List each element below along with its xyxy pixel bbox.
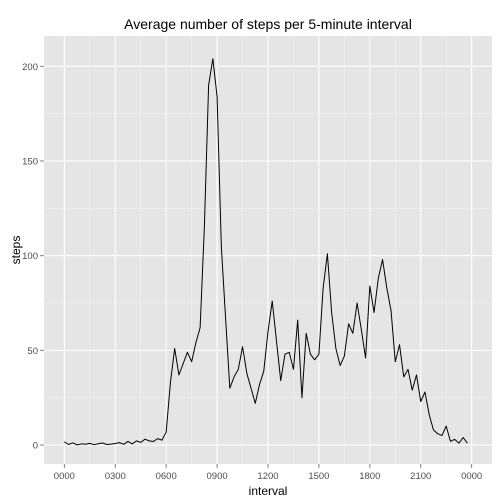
x-tick-label: 0000 [54, 471, 75, 482]
chart-title: Average number of steps per 5-minute int… [124, 16, 412, 32]
y-tick-label: 100 [22, 251, 38, 262]
x-tick-label: 0900 [207, 471, 228, 482]
x-tick-label: 1800 [359, 471, 380, 482]
x-tick-label: 0600 [156, 471, 177, 482]
x-tick-label: 0000 [461, 471, 482, 482]
y-axis-title: steps [9, 236, 23, 265]
x-tick-label: 1200 [257, 471, 278, 482]
y-tick-label: 200 [22, 62, 38, 73]
y-tick-label: 150 [22, 156, 38, 167]
x-tick-label: 0300 [105, 471, 126, 482]
x-axis-title: interval [249, 484, 288, 498]
series-line-steps [64, 58, 468, 446]
y-tick-label: 0 [33, 441, 38, 452]
axis-ticks: 0000 0300 0600 0900 1200 1500 1800 2100 00000501… [22, 62, 482, 482]
x-tick-label: 1500 [308, 471, 329, 482]
x-tick-label: 2100 [410, 471, 431, 482]
grid-lines [44, 36, 492, 464]
y-tick-label: 50 [27, 346, 38, 357]
